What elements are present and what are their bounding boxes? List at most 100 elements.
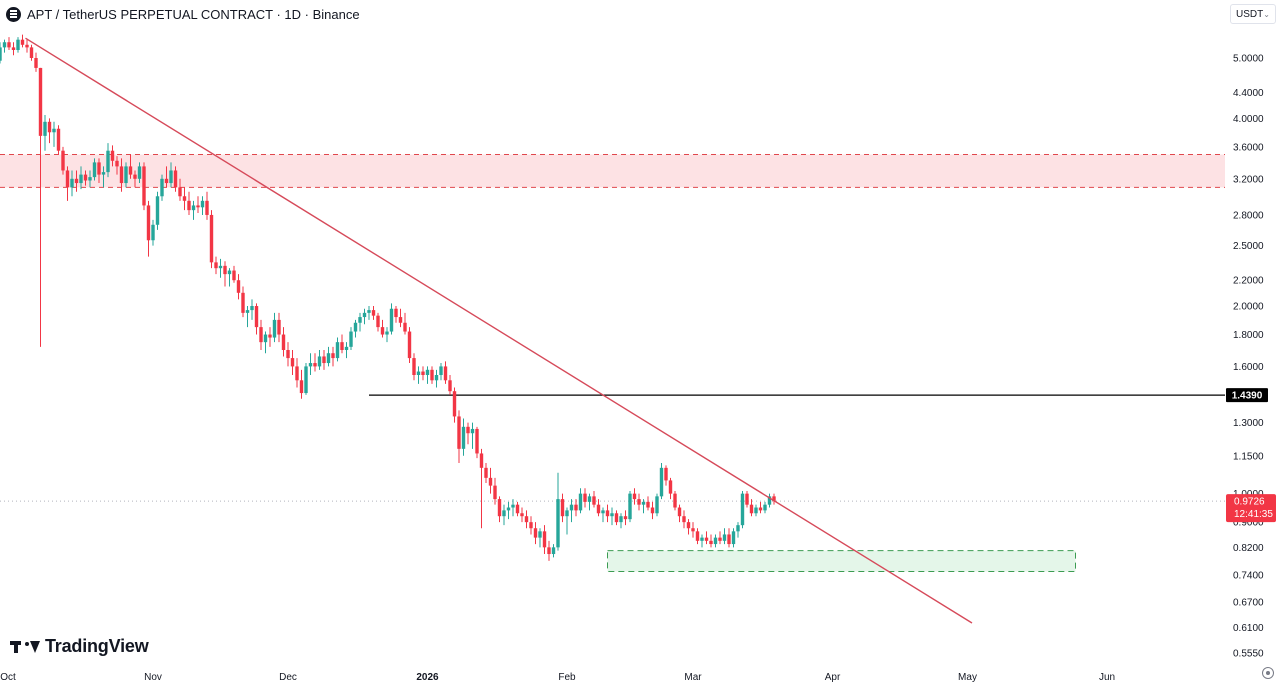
chevron-down-icon: ⌄ bbox=[1263, 9, 1270, 19]
candle-body bbox=[470, 428, 475, 434]
candle-body bbox=[488, 477, 493, 486]
candle-body bbox=[677, 507, 682, 517]
candle-up bbox=[88, 170, 92, 188]
candle-body bbox=[596, 504, 601, 514]
price-axis[interactable]: 5.0000 4.4000 4.0000 3.6000 3.2000 2.8000 2.50… bbox=[1233, 54, 1264, 660]
candle-body bbox=[209, 214, 214, 263]
candle-body bbox=[173, 170, 178, 188]
candle-body bbox=[520, 513, 524, 517]
candle-body bbox=[664, 467, 668, 481]
y-tick-label: 0.9000 bbox=[1233, 518, 1264, 529]
level-tag-label: 1.4390 bbox=[1232, 391, 1263, 402]
candle-down bbox=[704, 531, 709, 545]
x-tick-label: May bbox=[958, 672, 977, 683]
candle-down bbox=[380, 319, 385, 338]
candle-up bbox=[641, 499, 646, 514]
settings-icon[interactable] bbox=[1262, 667, 1274, 679]
candle-up bbox=[619, 513, 623, 529]
y-tick-label: 0.7400 bbox=[1233, 571, 1264, 582]
candle-body bbox=[7, 42, 11, 48]
candle-up bbox=[425, 366, 430, 384]
trendline-layer bbox=[25, 37, 973, 624]
level-price-tag: 1.4390 bbox=[1226, 388, 1268, 403]
candle-down bbox=[686, 519, 691, 535]
candle-down bbox=[668, 477, 673, 500]
y-tick-label: 0.6700 bbox=[1233, 598, 1264, 609]
candle-body bbox=[11, 47, 16, 50]
candle-body bbox=[353, 322, 358, 332]
candle-body bbox=[241, 292, 245, 313]
candle-body bbox=[515, 504, 520, 514]
candle-down bbox=[236, 274, 241, 300]
candle-body bbox=[218, 265, 223, 269]
support-zone bbox=[607, 550, 1076, 572]
candle-down bbox=[254, 303, 259, 335]
candle-body bbox=[92, 162, 97, 178]
candle-up bbox=[416, 366, 421, 384]
candle-up bbox=[0, 42, 2, 64]
candle-body bbox=[187, 200, 191, 211]
candle-down bbox=[281, 327, 286, 357]
candle-down bbox=[268, 327, 272, 347]
candle-body bbox=[349, 331, 353, 347]
candle-body bbox=[65, 170, 70, 188]
candle-body bbox=[601, 510, 605, 514]
candle-down bbox=[650, 501, 655, 520]
candle-body bbox=[308, 363, 313, 367]
candle-body bbox=[263, 334, 268, 343]
candle-body bbox=[286, 350, 290, 359]
candle-down bbox=[25, 39, 29, 53]
currency-label: USDT bbox=[1236, 8, 1264, 20]
candle-down bbox=[403, 312, 407, 335]
candle-body bbox=[223, 265, 227, 275]
candle-body bbox=[646, 501, 650, 508]
candle-up bbox=[151, 219, 155, 246]
candle-up bbox=[250, 299, 254, 320]
candle-body bbox=[205, 200, 209, 215]
candle-body bbox=[632, 493, 637, 500]
candle-body bbox=[16, 39, 20, 50]
candle-body bbox=[673, 493, 677, 508]
candle-body bbox=[38, 67, 43, 136]
candle-down bbox=[65, 166, 70, 201]
candle-body bbox=[115, 160, 119, 167]
candle-body bbox=[335, 342, 340, 359]
candle-body bbox=[119, 166, 124, 184]
symbol-title[interactable]: APT / TetherUS PERPETUAL CONTRACT · 1D ·… bbox=[27, 6, 360, 22]
candle-body bbox=[511, 504, 515, 508]
x-tick-label: Feb bbox=[558, 672, 576, 683]
candle-down bbox=[758, 501, 763, 514]
currency-selector[interactable]: USDT ⌄ bbox=[1230, 4, 1276, 24]
candle-body bbox=[29, 47, 34, 58]
candle-up bbox=[506, 501, 511, 520]
candle-body bbox=[83, 174, 88, 181]
candle-body bbox=[371, 310, 376, 316]
resistance-zone bbox=[0, 154, 1225, 188]
candle-body bbox=[412, 358, 416, 376]
symbol-icon[interactable] bbox=[6, 6, 21, 22]
y-tick-label: 4.4000 bbox=[1233, 88, 1264, 99]
y-tick-label: 1.6000 bbox=[1233, 362, 1264, 373]
time-axis[interactable]: Oct Nov Dec 2026 Feb Mar Apr May Jun bbox=[0, 672, 1115, 683]
candle-body bbox=[376, 315, 380, 328]
candle-up bbox=[565, 507, 569, 535]
tradingview-logo[interactable]: TradingView bbox=[10, 636, 149, 657]
candle-body bbox=[133, 174, 137, 179]
candle-down bbox=[34, 52, 38, 72]
candle-down bbox=[443, 361, 448, 384]
candle-body bbox=[709, 540, 713, 545]
candle-down bbox=[290, 350, 295, 376]
candle-up bbox=[92, 158, 97, 181]
candle-body bbox=[578, 493, 583, 511]
candle-body bbox=[704, 537, 709, 541]
candle-body bbox=[448, 380, 452, 392]
candle-up bbox=[79, 166, 83, 190]
candle-down bbox=[448, 375, 452, 395]
candle-body bbox=[682, 516, 686, 523]
candle-body bbox=[443, 366, 448, 381]
candle-body bbox=[569, 504, 574, 511]
candle-up bbox=[578, 488, 583, 514]
candle-body bbox=[740, 493, 745, 526]
candle-down bbox=[695, 528, 700, 545]
